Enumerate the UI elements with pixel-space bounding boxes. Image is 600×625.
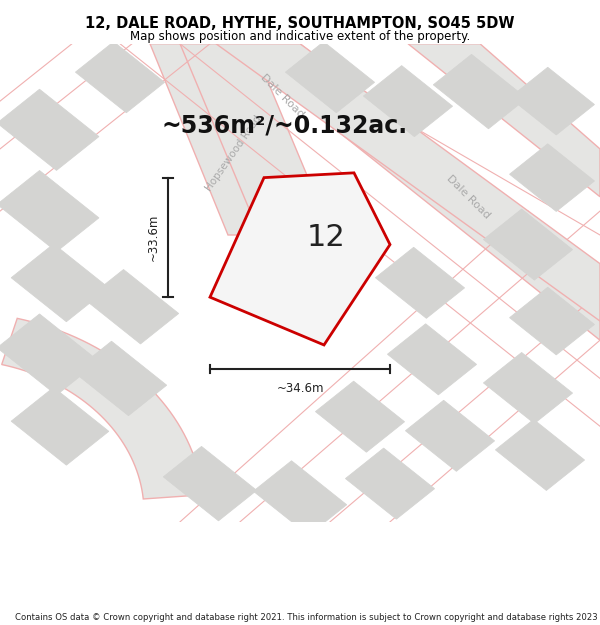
Polygon shape — [210, 173, 390, 345]
Polygon shape — [11, 388, 109, 465]
Text: Hopsewood Road: Hopsewood Road — [204, 114, 264, 193]
Polygon shape — [406, 401, 494, 471]
Polygon shape — [408, 44, 600, 197]
Polygon shape — [150, 44, 300, 235]
Polygon shape — [253, 461, 347, 535]
Polygon shape — [433, 54, 527, 129]
Polygon shape — [376, 248, 464, 318]
Polygon shape — [509, 68, 595, 135]
Text: 12, DALE ROAD, HYTHE, SOUTHAMPTON, SO45 5DW: 12, DALE ROAD, HYTHE, SOUTHAMPTON, SO45 … — [85, 16, 515, 31]
Polygon shape — [509, 288, 595, 355]
Polygon shape — [2, 318, 203, 499]
Text: Dale Road: Dale Road — [445, 173, 491, 221]
Polygon shape — [316, 381, 404, 452]
Polygon shape — [364, 66, 452, 137]
Polygon shape — [180, 44, 348, 273]
Polygon shape — [388, 324, 476, 395]
Polygon shape — [163, 446, 257, 521]
Polygon shape — [216, 44, 600, 321]
Polygon shape — [0, 171, 99, 252]
Polygon shape — [346, 448, 434, 519]
Polygon shape — [484, 209, 572, 280]
Text: ~34.6m: ~34.6m — [276, 381, 324, 394]
Polygon shape — [73, 341, 167, 416]
Text: Contains OS data © Crown copyright and database right 2021. This information is : Contains OS data © Crown copyright and d… — [15, 613, 600, 622]
Text: Dale Road: Dale Road — [259, 72, 305, 120]
Polygon shape — [228, 44, 600, 340]
Polygon shape — [0, 89, 99, 171]
Text: ~33.6m: ~33.6m — [146, 214, 160, 261]
Polygon shape — [11, 244, 109, 322]
Polygon shape — [484, 352, 572, 424]
Polygon shape — [85, 269, 179, 344]
Text: ~536m²/~0.132ac.: ~536m²/~0.132ac. — [162, 113, 408, 137]
Polygon shape — [76, 42, 164, 112]
Polygon shape — [0, 314, 99, 395]
Polygon shape — [286, 42, 374, 112]
Polygon shape — [496, 419, 584, 491]
Text: Map shows position and indicative extent of the property.: Map shows position and indicative extent… — [130, 30, 470, 42]
Text: 12: 12 — [307, 223, 346, 253]
Polygon shape — [509, 144, 595, 211]
